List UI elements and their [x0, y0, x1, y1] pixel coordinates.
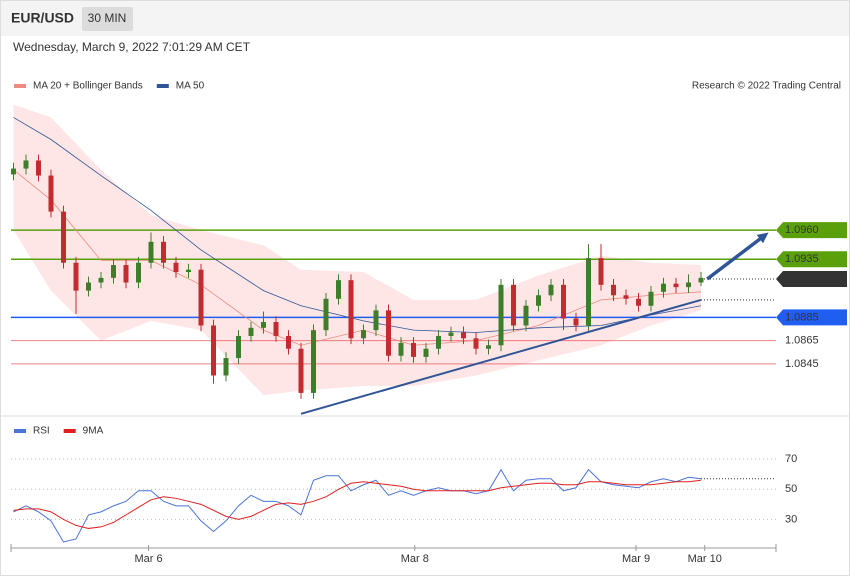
candle-body — [486, 345, 491, 349]
candle-body — [461, 332, 466, 339]
candle-body — [173, 262, 179, 273]
candle-body — [148, 241, 154, 263]
candle-body — [598, 258, 604, 285]
candle-body — [248, 327, 254, 336]
candle-body — [536, 295, 541, 306]
candle-body — [636, 298, 641, 306]
candle-body — [436, 335, 441, 349]
level-tag — [776, 309, 847, 326]
level-label: 1.0935 — [785, 253, 819, 265]
candle-body — [198, 269, 204, 326]
level-label: 1.0865 — [785, 335, 819, 347]
trendline — [300, 298, 702, 415]
level-tag — [776, 222, 847, 239]
legend-label: 9MA — [83, 426, 104, 437]
date: Wednesday, March 9, 2022 7:01:29 AM CET — [13, 40, 251, 54]
candle-body — [623, 295, 629, 299]
legend-swatch — [14, 429, 26, 433]
candle-body — [323, 298, 329, 331]
candle-body — [511, 284, 516, 326]
legend-label: RSI — [33, 426, 50, 437]
y-tick-label: 30 — [785, 513, 797, 525]
header-bar — [1, 1, 849, 36]
indicator-line — [13, 468, 702, 543]
candle-body — [136, 262, 141, 283]
legend-swatch — [63, 429, 76, 433]
candle-body — [311, 330, 316, 393]
candle-body — [673, 283, 679, 288]
candle-body — [361, 330, 366, 339]
candle-body — [223, 358, 229, 376]
candle-body — [561, 284, 566, 319]
x-tick-label: Mar 6 — [134, 553, 162, 565]
candle-body — [236, 335, 241, 359]
candle-body — [73, 262, 79, 291]
candle-body — [411, 342, 416, 357]
candle-body — [273, 322, 279, 336]
level-tag — [776, 271, 847, 288]
x-tick-label: Mar 9 — [622, 553, 650, 565]
x-tick-label: Mar 8 — [401, 553, 429, 565]
bollinger-band — [13, 104, 701, 396]
candle-body — [286, 335, 291, 349]
y-tick-label: 50 — [785, 483, 797, 495]
candle-body — [586, 258, 591, 326]
candle-body — [11, 168, 16, 175]
y-tick-label: 70 — [785, 453, 797, 465]
rsi-panel: 30 50 70 RSI 9MA — [11, 426, 797, 543]
x-tick-label: Mar 10 — [688, 553, 722, 565]
candle-body — [398, 342, 404, 356]
candle-body — [86, 282, 91, 291]
level-label: 1.0845 — [785, 358, 819, 370]
level-label: 1.0960 — [785, 224, 819, 236]
credit: Research © 2022 Trading Central — [692, 81, 841, 92]
indicator-line — [13, 479, 702, 529]
legend-label: MA 20 + Bollinger Bands — [33, 81, 143, 92]
candle-body — [186, 269, 191, 273]
candle-body — [161, 241, 166, 263]
candle-body — [61, 211, 66, 263]
level-label: 1.0918 — [785, 273, 819, 285]
candle-body — [373, 310, 379, 331]
price-panel: 1.0960 1.0935 1.0918 1.0885 1.0865 1.0845 MA 2… — [10, 81, 847, 565]
legend-swatch — [14, 84, 26, 88]
candle-body — [473, 338, 479, 349]
legend-label: MA 50 — [176, 81, 205, 92]
forecast-arrow — [706, 235, 764, 281]
candle-body — [448, 332, 454, 336]
moving-average — [13, 117, 702, 333]
candle-body — [698, 277, 704, 283]
candle-body — [261, 322, 266, 328]
candle-body — [98, 277, 104, 283]
interval-badge[interactable] — [82, 7, 133, 31]
candle-body — [298, 348, 304, 393]
candle-body — [523, 305, 529, 326]
candle-body — [686, 282, 691, 288]
candle-body — [123, 265, 129, 283]
candle-body — [573, 318, 579, 326]
forecast-arrow-head — [756, 232, 769, 244]
candle-body — [48, 175, 54, 212]
candle-body — [648, 291, 654, 306]
symbol: EUR/USD — [11, 10, 74, 26]
candle-body — [548, 284, 554, 296]
candle-body — [611, 284, 616, 296]
candle-body — [36, 160, 41, 176]
candle-body — [348, 280, 354, 339]
candle-body — [661, 283, 666, 292]
level-tag — [776, 251, 847, 268]
legend-swatch — [156, 84, 169, 88]
candle-body — [423, 348, 429, 357]
candle-body — [498, 284, 504, 346]
level-label: 1.0885 — [785, 311, 819, 323]
candle-body — [23, 160, 29, 169]
candle-body — [386, 310, 391, 356]
interval[interactable]: 30 MIN — [88, 11, 127, 25]
candle-body — [336, 280, 341, 299]
candle-body — [211, 325, 216, 376]
candle-body — [111, 265, 116, 278]
